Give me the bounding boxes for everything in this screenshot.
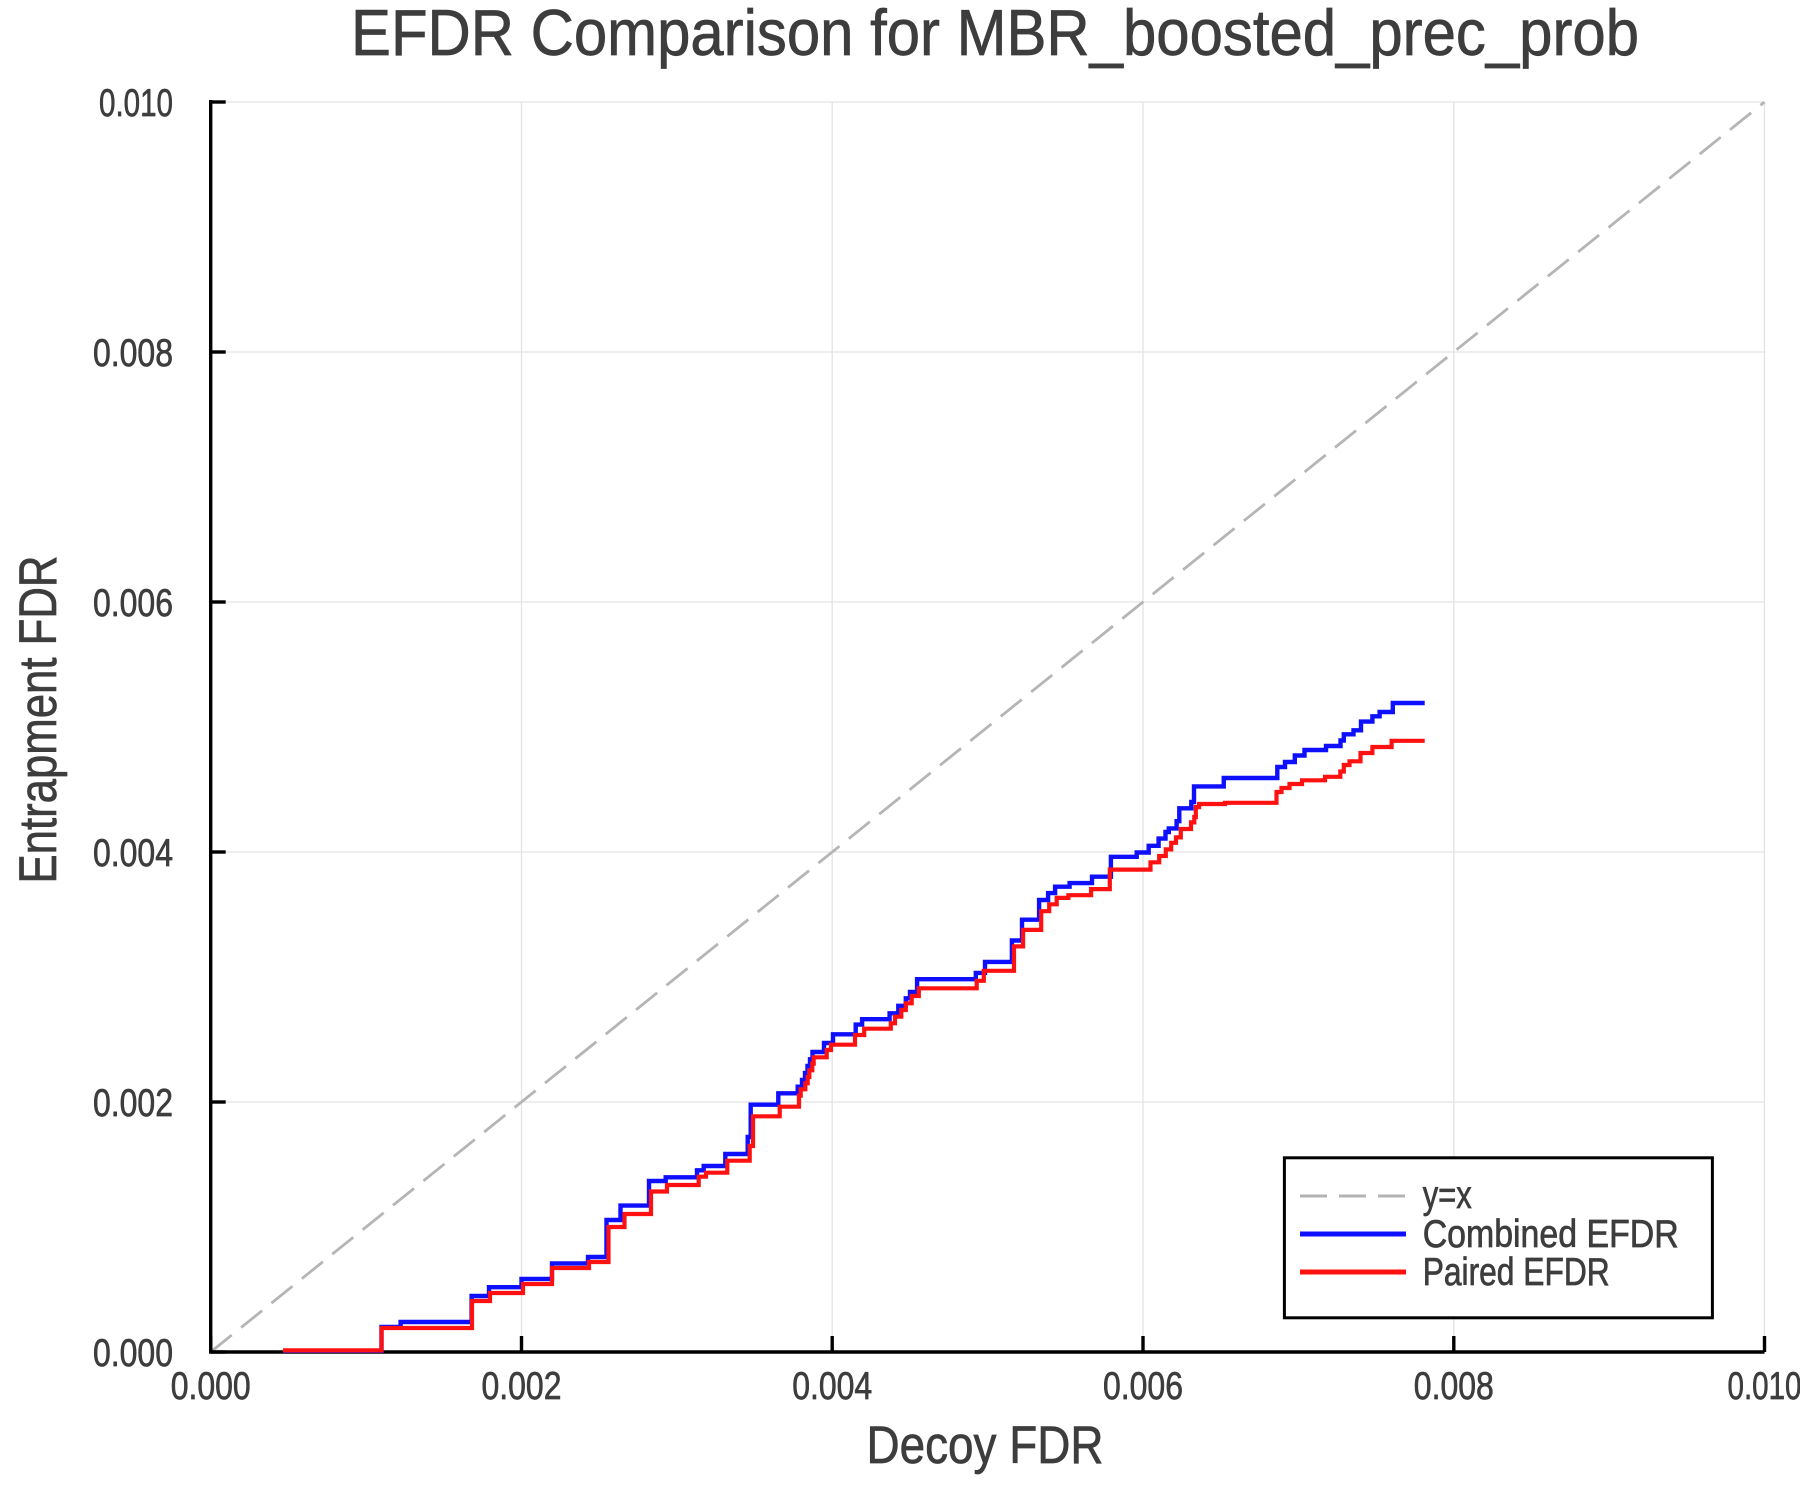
svg-text:EFDR Comparison for MBR_booste: EFDR Comparison for MBR_boosted_prec_pro…	[351, 0, 1639, 69]
svg-text:0.006: 0.006	[93, 582, 173, 625]
svg-text:Decoy FDR: Decoy FDR	[867, 1416, 1104, 1475]
svg-text:0.002: 0.002	[93, 1082, 173, 1125]
svg-text:0.004: 0.004	[93, 832, 173, 875]
svg-text:Combined EFDR: Combined EFDR	[1423, 1213, 1679, 1256]
svg-text:0.000: 0.000	[93, 1332, 173, 1375]
svg-text:0.008: 0.008	[93, 332, 173, 375]
svg-text:Paired EFDR: Paired EFDR	[1423, 1251, 1610, 1294]
svg-text:0.000: 0.000	[171, 1365, 251, 1408]
svg-text:0.010: 0.010	[99, 82, 173, 125]
svg-text:0.002: 0.002	[482, 1365, 562, 1408]
svg-text:0.004: 0.004	[792, 1365, 872, 1408]
svg-text:0.010: 0.010	[1728, 1365, 1800, 1408]
svg-text:y=x: y=x	[1423, 1174, 1472, 1217]
svg-text:0.008: 0.008	[1414, 1365, 1494, 1408]
svg-text:0.006: 0.006	[1103, 1365, 1183, 1408]
svg-text:Entrapment FDR: Entrapment FDR	[9, 556, 68, 884]
